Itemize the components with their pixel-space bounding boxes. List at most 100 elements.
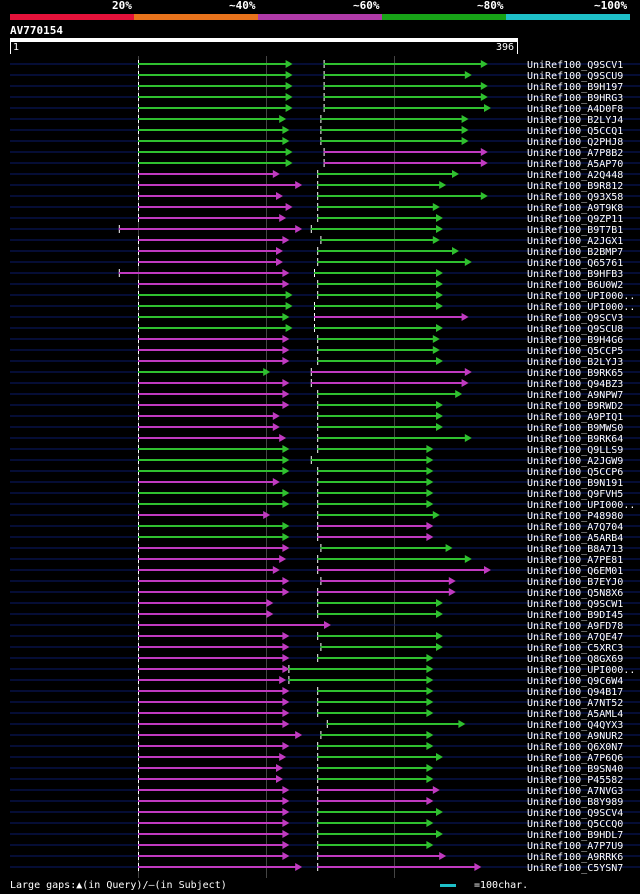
hit-segment-1-arrow — [276, 764, 283, 772]
hit-segment-1-arrow — [282, 544, 290, 552]
hit-segment-1-arrow — [285, 159, 293, 167]
hit-segment-2-arrow — [480, 159, 488, 167]
hit-segment-2-arrow — [426, 456, 434, 464]
hit-segment-1-arrow — [282, 456, 290, 464]
hit-segment-2-arrow — [464, 368, 472, 376]
hit-segment-1-arrow — [282, 808, 290, 816]
hit-segment-2-arrow — [436, 808, 443, 816]
hit-name: UniRef100_A9T9K8 — [527, 203, 623, 214]
hit-segment-2-arrow — [439, 852, 447, 860]
hit-segment-2-arrow — [480, 60, 488, 68]
hit-name: UniRef100_B9SN40 — [527, 764, 623, 775]
hit-segment-2-arrow — [461, 115, 469, 123]
hit-segment-1-arrow — [279, 214, 287, 222]
hit-name: UniRef100_Q2PHJ8 — [527, 137, 623, 148]
hit-segment-1-arrow — [282, 709, 290, 717]
hit-segment-2-arrow — [464, 71, 472, 79]
hit-segment-2-arrow — [436, 401, 443, 409]
hit-name: UniRef100_Q9SCW1 — [527, 599, 623, 610]
hit-segment-1-arrow — [279, 434, 287, 442]
hit-segment-1-arrow — [282, 522, 290, 530]
hit-segment-2-arrow — [426, 687, 434, 695]
hit-segment-1-arrow — [324, 621, 331, 629]
legend-segment-80 — [382, 14, 506, 20]
hit-name: UniRef100_A7P7U9 — [527, 841, 623, 852]
hit-name: UniRef100_UPI000.. — [527, 291, 635, 302]
hit-segment-1-arrow — [282, 445, 290, 453]
hit-name: UniRef100_B9HDL7 — [527, 830, 623, 841]
hit-name: UniRef100_Q9SCV3 — [527, 313, 623, 324]
identity-color-legend — [10, 14, 630, 20]
hit-segment-2-arrow — [464, 258, 472, 266]
hit-name: UniRef100_C5YSN7 — [527, 863, 623, 874]
hit-name: UniRef100_B2LYJ3 — [527, 357, 623, 368]
hit-segment-2-arrow — [452, 247, 459, 255]
hit-segment-2-arrow — [426, 698, 434, 706]
hit-name: UniRef100_Q9SCV1 — [527, 60, 623, 71]
hit-segment-1-arrow — [282, 379, 290, 387]
hit-name: UniRef100_B9DI45 — [527, 610, 623, 621]
hit-segment-1-arrow — [276, 258, 283, 266]
legend-label-40: ~40% — [229, 0, 256, 12]
hit-segment-2-arrow — [480, 82, 488, 90]
hit-segment-2-arrow — [436, 599, 443, 607]
hit-name: UniRef100_A9NPW7 — [527, 390, 623, 401]
hit-name: UniRef100_B9N191 — [527, 478, 623, 489]
hit-segment-1-arrow — [282, 346, 290, 354]
hit-name: UniRef100_B9R812 — [527, 181, 623, 192]
hit-segment-2-arrow — [436, 423, 443, 431]
hit-segment-2-arrow — [464, 555, 472, 563]
hit-name: UniRef100_A9FD78 — [527, 621, 623, 632]
hit-name: UniRef100_Q5CCP6 — [527, 467, 623, 478]
hit-segment-1-arrow — [282, 489, 290, 497]
hit-segment-1-arrow — [282, 643, 290, 651]
hit-name: UniRef100_P45582 — [527, 775, 623, 786]
hit-name: UniRef100_Q6X0N7 — [527, 742, 623, 753]
hit-name: UniRef100_B8Y989 — [527, 797, 623, 808]
hit-segment-2-arrow — [436, 357, 443, 365]
hit-segment-1-arrow — [295, 225, 303, 233]
hit-segment-2-arrow — [426, 522, 434, 530]
hit-segment-1-arrow — [282, 137, 290, 145]
hit-name: UniRef100_B9RK64 — [527, 434, 623, 445]
hit-name: UniRef100_Q65761 — [527, 258, 623, 269]
hit-segment-1-arrow — [282, 280, 290, 288]
hit-segment-2-arrow — [432, 335, 440, 343]
hit-segment-2-arrow — [432, 511, 440, 519]
hit-segment-2-arrow — [461, 313, 469, 321]
hit-name: UniRef100_A4D0F8 — [527, 104, 623, 115]
hit-segment-1-arrow — [282, 313, 290, 321]
hit-segment-1-arrow — [285, 60, 293, 68]
hit-name: UniRef100_A9PIQ1 — [527, 412, 623, 423]
hit-segment-1-arrow — [282, 687, 290, 695]
hit-segment-1-arrow — [282, 654, 290, 662]
hit-segment-2-arrow — [480, 93, 488, 101]
hit-name: UniRef100_A7P8B2 — [527, 148, 623, 159]
hit-segment-2-arrow — [461, 137, 469, 145]
hit-segment-1-arrow — [282, 665, 290, 673]
hit-name: UniRef100_A5AML4 — [527, 709, 623, 720]
hit-segment-1-arrow — [285, 203, 293, 211]
hit-segment-2-arrow — [426, 676, 434, 684]
legend-label-60: ~60% — [353, 0, 380, 12]
hit-segment-2-arrow — [426, 654, 434, 662]
hit-name: UniRef100_A7Q704 — [527, 522, 623, 533]
hit-name: UniRef100_B7EYJ0 — [527, 577, 623, 588]
hit-segment-2-arrow — [426, 731, 434, 739]
hit-segment-2-arrow — [426, 489, 434, 497]
hit-segment-2-arrow — [436, 214, 443, 222]
hit-name: UniRef100_A9NUR2 — [527, 731, 623, 742]
hit-name: UniRef100_P48980 — [527, 511, 623, 522]
hit-segment-1-arrow — [279, 115, 287, 123]
hit-segment-1-arrow — [276, 247, 283, 255]
hit-segment-1-arrow — [282, 852, 290, 860]
hit-segment-1-arrow — [282, 632, 290, 640]
hit-segment-1-arrow — [295, 863, 303, 871]
hit-segment-2-arrow — [432, 236, 440, 244]
hit-name: UniRef100_B9RWD2 — [527, 401, 623, 412]
hit-segment-1-arrow — [266, 599, 274, 607]
query-id: AV770154 — [10, 24, 63, 37]
hit-segment-1-arrow — [282, 577, 290, 585]
hit-segment-1-arrow — [272, 478, 280, 486]
